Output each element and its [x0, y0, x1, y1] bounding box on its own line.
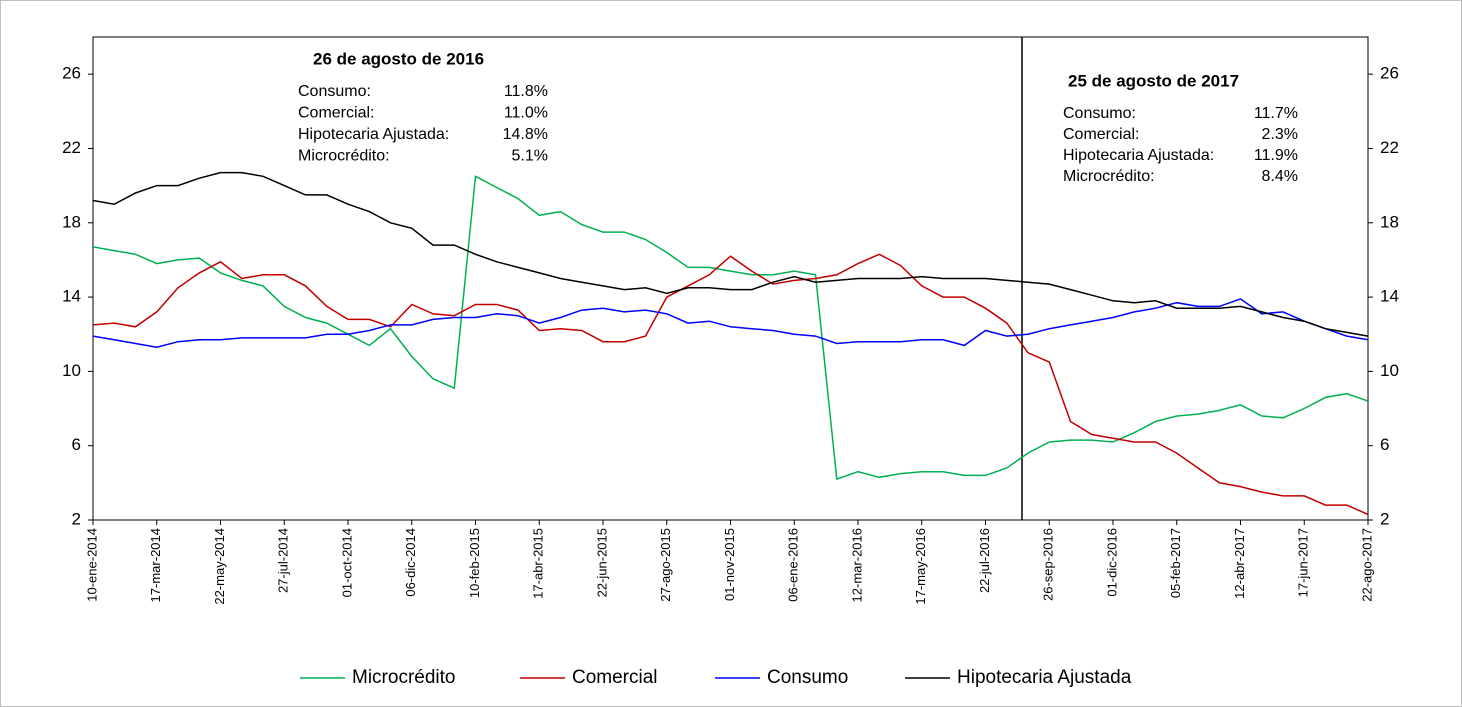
y2-tick-label: 2: [1380, 509, 1389, 528]
x-tick-label: 27-jul-2014: [276, 528, 291, 593]
y-tick-label: 26: [62, 64, 81, 83]
x-tick-label: 22-jun-2015: [594, 528, 609, 597]
annotation-label: Microcrédito:: [298, 148, 390, 165]
x-tick-label: 22-jul-2016: [977, 528, 992, 593]
y2-tick-label: 22: [1380, 138, 1399, 157]
annotation-value: 8.4%: [1262, 168, 1298, 185]
y2-tick-label: 14: [1380, 287, 1399, 306]
series-line: [92, 298, 1369, 348]
annotation-label: Hipotecaria Ajustada:: [298, 126, 449, 143]
y2-tick-label: 10: [1380, 361, 1399, 380]
legend-label: Hipotecaria Ajustada: [957, 667, 1132, 688]
x-tick-label: 06-ene-2016: [786, 528, 801, 602]
x-tick-label: 17-jun-2017: [1296, 528, 1311, 597]
x-tick-label: 06-dic-2014: [403, 528, 418, 597]
x-tick-label: 01-nov-2015: [722, 528, 737, 601]
legend-label: Consumo: [767, 667, 848, 688]
annotation-value: 11.9%: [1254, 147, 1298, 164]
annotation-value: 2.3%: [1262, 126, 1298, 143]
series-line: [92, 171, 1369, 337]
legend-label: Comercial: [572, 667, 658, 688]
x-tick-label: 10-feb-2015: [467, 528, 482, 598]
annotation-value: 5.1%: [512, 148, 548, 165]
y2-tick-label: 18: [1380, 212, 1399, 231]
annotation-label: Hipotecaria Ajustada:: [1063, 147, 1214, 164]
annotation-value: 11.0%: [504, 105, 548, 122]
y-tick-label: 6: [72, 435, 81, 454]
annotation-title: 25 de agosto de 2017: [1068, 71, 1239, 90]
y-tick-label: 18: [62, 212, 81, 231]
legend-label: Microcrédito: [352, 667, 455, 688]
annotation-value: 11.7%: [1254, 105, 1298, 122]
series-line: [92, 253, 1369, 516]
annotation-label: Consumo:: [298, 83, 371, 100]
annotation-value: 14.8%: [503, 126, 548, 143]
x-tick-label: 01-dic-2016: [1104, 528, 1119, 597]
y-tick-label: 22: [62, 138, 81, 157]
y-tick-label: 14: [62, 287, 81, 306]
x-tick-label: 01-oct-2014: [339, 528, 354, 597]
annotation-label: Comercial:: [1063, 126, 1139, 143]
y2-tick-label: 26: [1380, 64, 1399, 83]
annotation-value: 11.8%: [504, 83, 548, 100]
series-line: [92, 175, 1369, 481]
x-tick-label: 22-ago-2017: [1359, 528, 1374, 602]
x-tick-label: 12-abr-2017: [1232, 528, 1247, 599]
x-tick-label: 05-feb-2017: [1168, 528, 1183, 598]
x-tick-label: 17-mar-2014: [148, 528, 163, 602]
x-tick-label: 26-sep-2016: [1041, 528, 1056, 601]
y2-tick-label: 6: [1380, 435, 1389, 454]
annotation-label: Consumo:: [1063, 105, 1136, 122]
x-tick-label: 17-abr-2015: [531, 528, 546, 599]
y-tick-label: 2: [72, 509, 81, 528]
x-tick-label: 12-mar-2016: [849, 528, 864, 602]
annotation-label: Comercial:: [298, 105, 374, 122]
x-tick-label: 22-may-2014: [212, 528, 227, 605]
annotation-label: Microcrédito:: [1063, 168, 1155, 185]
y-tick-label: 10: [62, 361, 81, 380]
x-tick-label: 17-may-2016: [913, 528, 928, 605]
annotation-title: 26 de agosto de 2016: [313, 49, 484, 68]
x-tick-label: 10-ene-2014: [84, 528, 99, 602]
x-tick-label: 27-ago-2015: [658, 528, 673, 602]
